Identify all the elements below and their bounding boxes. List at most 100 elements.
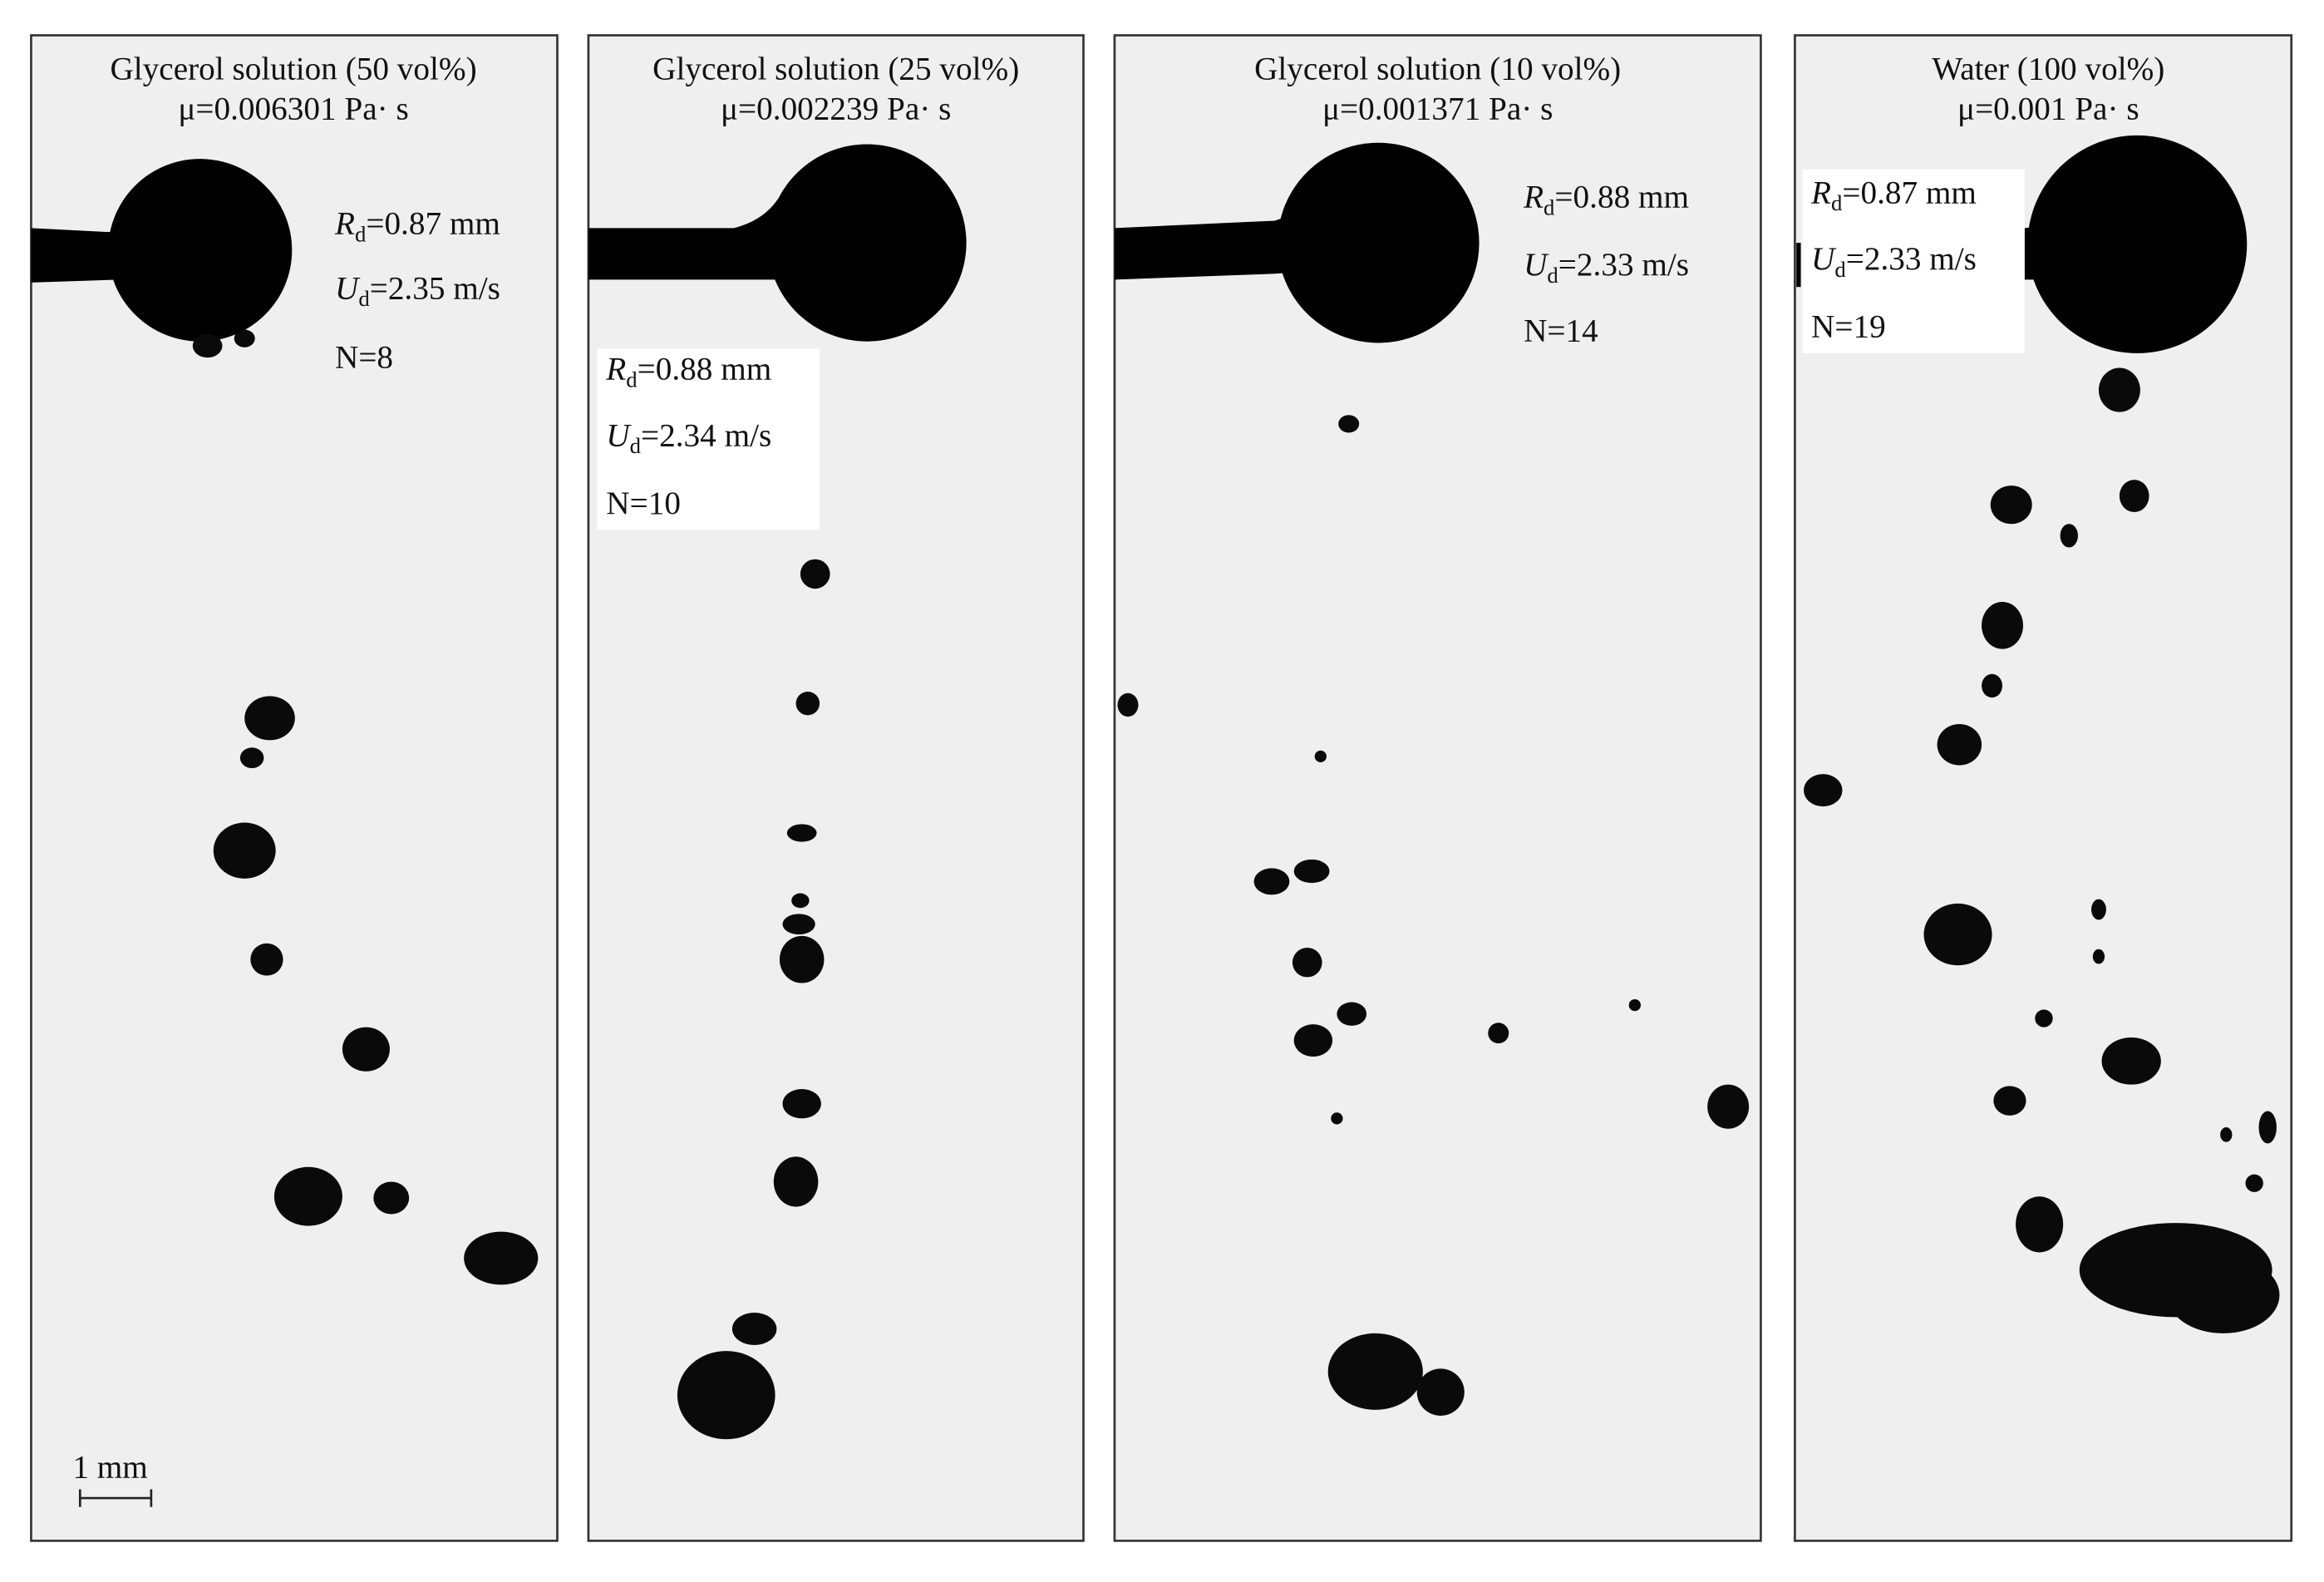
radius-label: Rd=0.88 mm [605, 352, 771, 392]
droplet [779, 935, 825, 983]
subscript: d [1544, 195, 1554, 220]
radius-label: Rd=0.87 mm [334, 206, 500, 247]
value: =2.33 m/s [1558, 247, 1689, 283]
jet-neck [1114, 213, 1297, 280]
label-box [1802, 169, 2025, 353]
droplet [2060, 524, 2078, 548]
subscript: d [358, 286, 369, 311]
radius-label: Rd=0.88 mm [1523, 180, 1689, 220]
symbol: U [335, 270, 361, 306]
subscript: d [626, 367, 637, 392]
viscosity: μ=0.002239 Pa· s [721, 91, 951, 127]
droplet [2092, 949, 2105, 964]
droplet [731, 1313, 777, 1345]
droplet [791, 893, 810, 909]
main-droplet [767, 144, 967, 342]
symbol: U [1524, 247, 1549, 283]
droplet [795, 692, 820, 716]
velocity-label: Ud=2.35 m/s [335, 270, 500, 311]
velocity-label: Ud=2.33 m/s [1811, 241, 1977, 282]
value: =0.87 mm [366, 206, 500, 242]
droplet [2035, 1009, 2053, 1028]
symbol: R [334, 206, 355, 242]
droplet [1337, 1002, 1367, 1026]
value: =0.87 mm [1842, 175, 1977, 210]
droplet [786, 824, 817, 842]
droplet [273, 1166, 342, 1226]
droplet [1293, 1024, 1333, 1057]
label-box [597, 348, 820, 530]
droplet [800, 559, 830, 589]
count-label: N=8 [335, 340, 393, 376]
droplet [2166, 1256, 2280, 1333]
main-droplet [108, 159, 293, 342]
panel: Glycerol solution (50 vol%) μ=0.006301 Pa… [30, 34, 559, 1542]
droplet [213, 822, 276, 879]
panel: Glycerol solution (25 vol%) μ=0.002239 Pa… [587, 34, 1085, 1542]
count-label: N=10 [606, 485, 681, 521]
droplet [1982, 673, 2003, 698]
symbol: R [605, 352, 626, 387]
count-label: N=14 [1524, 313, 1598, 349]
jet-neck [31, 228, 119, 283]
droplet [1488, 1023, 1509, 1044]
droplet [2016, 1196, 2064, 1253]
droplet [1982, 602, 2024, 649]
droplet [2098, 367, 2140, 412]
droplet [1331, 1112, 1343, 1125]
droplet [2119, 480, 2149, 513]
value: =0.88 mm [638, 352, 772, 387]
droplet [782, 1088, 821, 1119]
droplet [677, 1351, 775, 1440]
panel-title: Glycerol solution (25 vol%) [652, 52, 1019, 87]
droplet [1293, 859, 1330, 884]
value: =0.88 mm [1554, 180, 1689, 215]
droplet [1117, 692, 1139, 717]
scale-bar [78, 1489, 153, 1507]
droplet [2258, 1111, 2277, 1144]
subscript: d [630, 433, 641, 458]
radius-label: Rd=0.87 mm [1810, 175, 1977, 215]
viscosity: μ=0.001371 Pa· s [1322, 91, 1553, 127]
panel: Glycerol solution (10 vol%) μ=0.001371 Pa… [1113, 34, 1762, 1542]
velocity-label: Ud=2.33 m/s [1524, 247, 1689, 288]
subscript: d [1834, 257, 1845, 282]
panel-title: Glycerol solution (10 vol%) [1254, 52, 1621, 87]
droplet [1628, 998, 1641, 1012]
value: =2.35 m/s [370, 270, 500, 306]
symbol: U [606, 418, 632, 454]
symbol: U [1811, 241, 1837, 277]
edge-mark [1796, 243, 1801, 288]
viscosity: μ=0.001 Pa· s [1957, 91, 2139, 127]
droplet [1338, 415, 1360, 433]
droplet [342, 1027, 390, 1072]
scale-bar-label: 1 mm [72, 1449, 147, 1485]
symbol: R [1810, 175, 1831, 210]
droplet [2101, 1037, 2161, 1085]
jet-neck [588, 198, 786, 280]
subscript: d [1547, 263, 1558, 288]
droplet [373, 1181, 410, 1215]
main-droplet [1278, 142, 1480, 343]
count-label: N=19 [1811, 309, 1886, 345]
droplet [1314, 750, 1327, 762]
droplet [234, 329, 255, 347]
droplet [239, 747, 264, 769]
droplet [244, 696, 295, 741]
droplet [1993, 1086, 2026, 1116]
main-droplet [2027, 135, 2248, 353]
droplet [782, 914, 815, 935]
droplet [2220, 1126, 2233, 1142]
droplet [1990, 485, 2032, 525]
panels: Glycerol solution (50 vol%) μ=0.006301 Pa… [30, 34, 2293, 1542]
droplet [773, 1156, 819, 1207]
viscosity: μ=0.006301 Pa· s [178, 91, 408, 127]
symbol: R [1523, 180, 1544, 215]
droplet [1923, 903, 1992, 966]
subscript: d [355, 221, 366, 246]
droplet [2091, 899, 2106, 920]
droplet [1253, 868, 1290, 895]
droplet [464, 1231, 539, 1285]
subscript: d [1831, 190, 1842, 215]
